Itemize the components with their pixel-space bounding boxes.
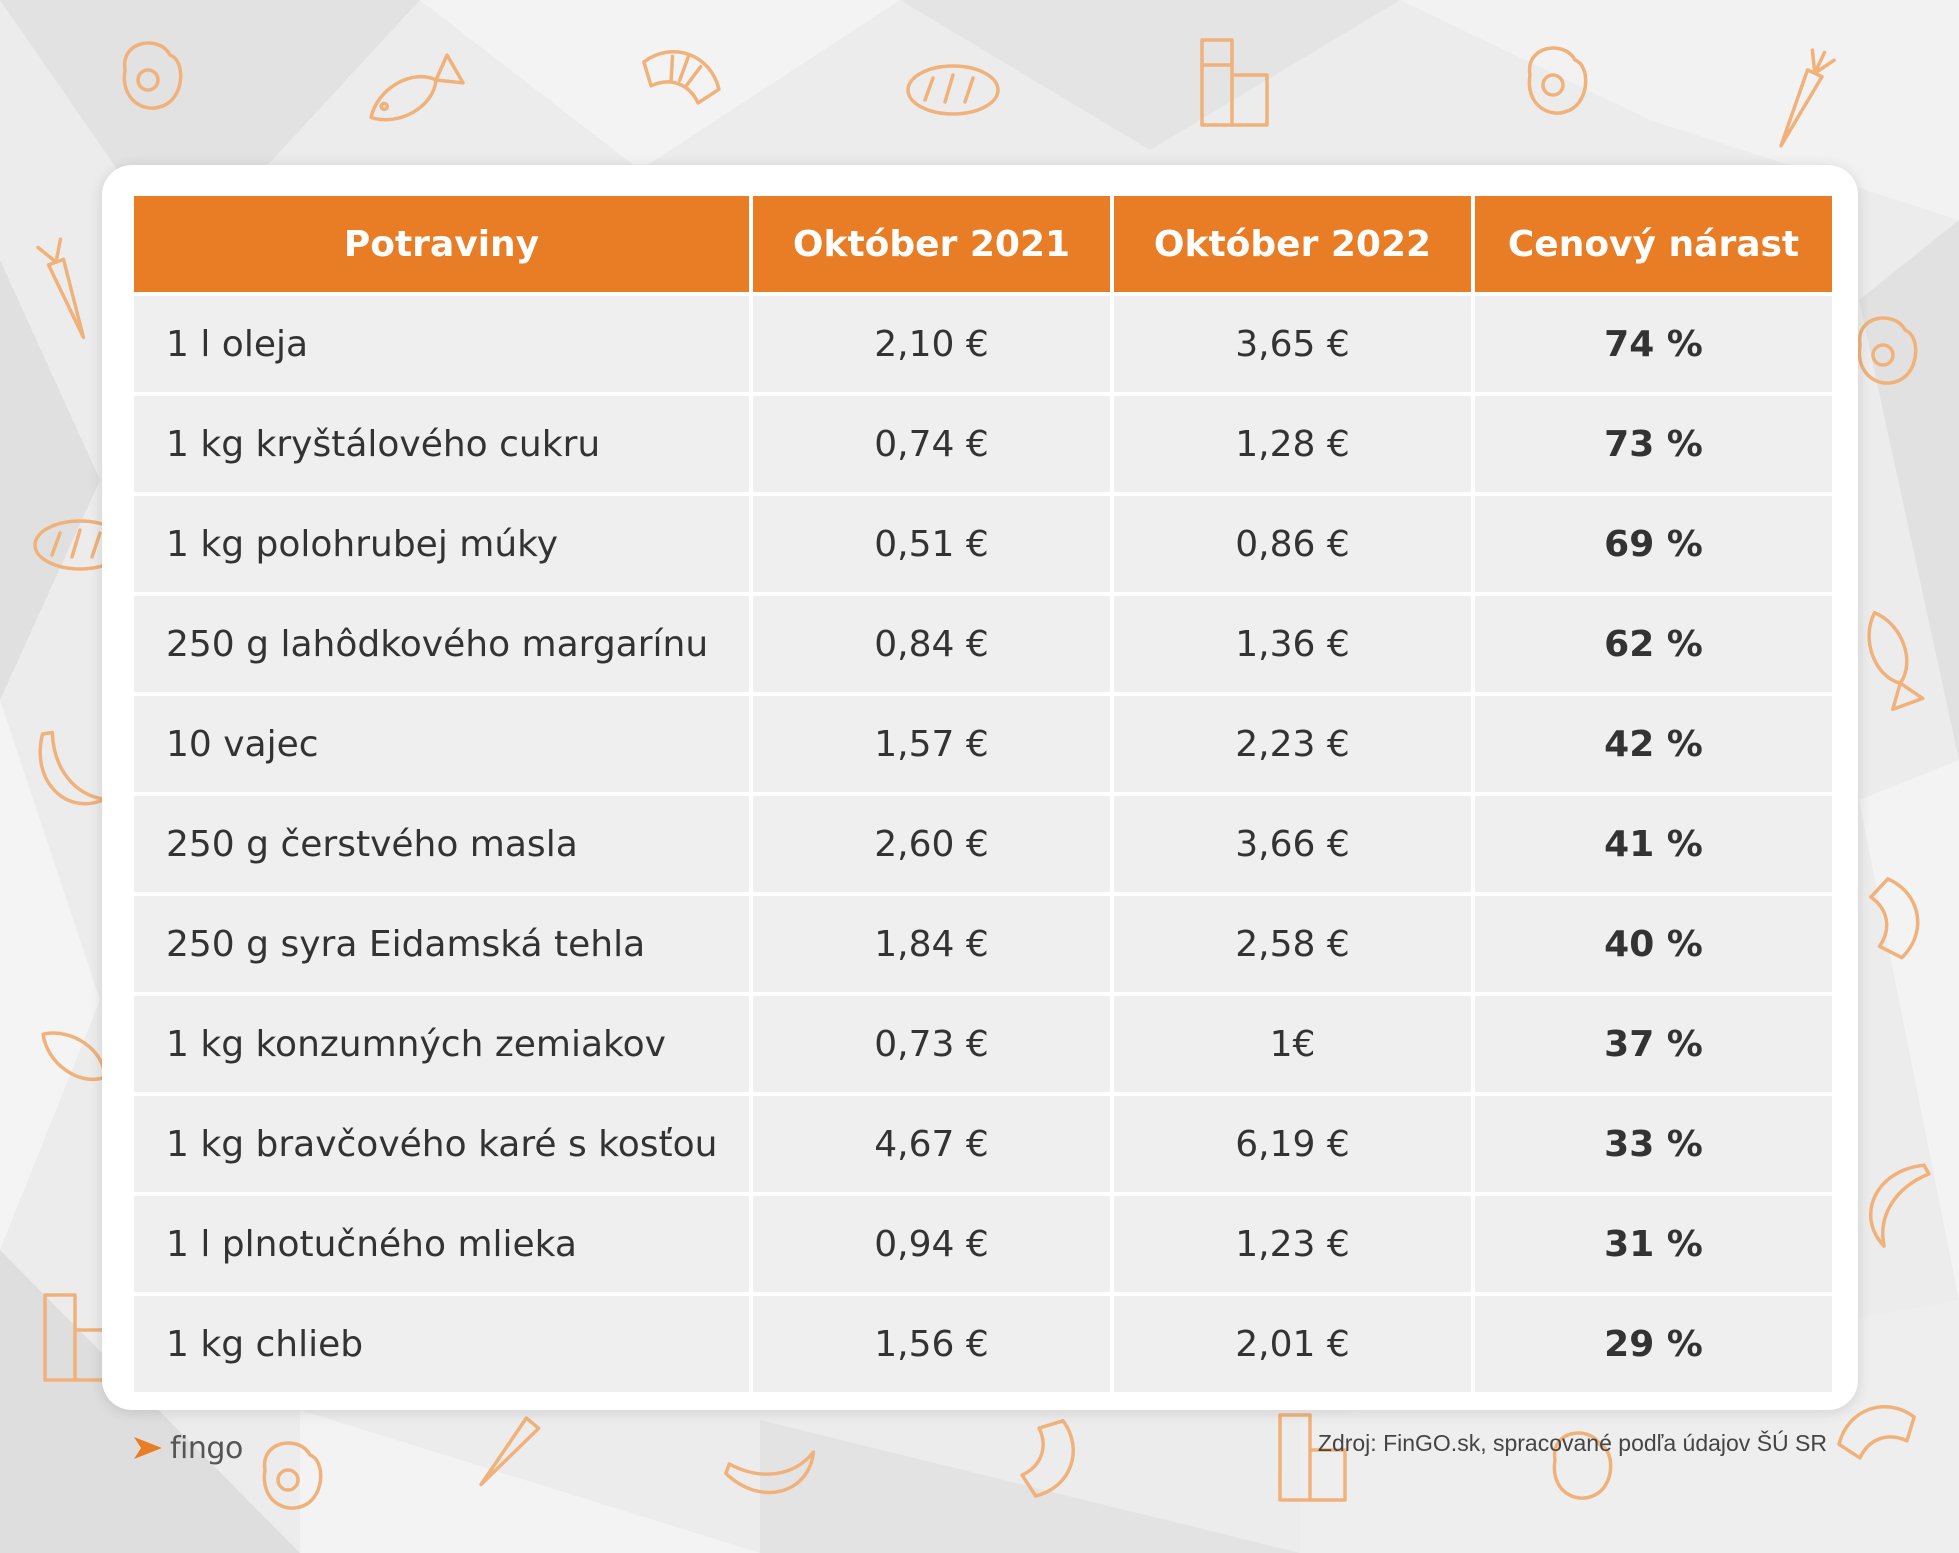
header-oktober-2022: Október 2022 <box>1114 196 1471 292</box>
food-name-cell: 250 g syra Eidamská tehla <box>134 896 749 992</box>
price-increase-cell: 40 % <box>1475 896 1832 992</box>
price-2021-cell: 1,57 € <box>753 696 1110 792</box>
banana-icon <box>1869 1163 1931 1248</box>
price-2021-cell: 0,84 € <box>753 596 1110 692</box>
table-row: 1 kg polohrubej múky 0,51 € 0,86 € 69 % <box>134 496 1832 592</box>
price-2022-cell: 1,23 € <box>1114 1196 1471 1292</box>
egg-icon <box>1857 316 1918 385</box>
table-row: 250 g čerstvého masla 2,60 € 3,66 € 41 % <box>134 796 1832 892</box>
price-2022-cell: 6,19 € <box>1114 1096 1471 1192</box>
fish-icon <box>1867 610 1925 712</box>
food-name-cell: 1 kg bravčového karé s kosťou <box>134 1096 749 1192</box>
price-2021-cell: 0,51 € <box>753 496 1110 592</box>
food-name-cell: 250 g lahôdkového margarínu <box>134 596 749 692</box>
food-name-cell: 1 kg konzumných zemiakov <box>134 996 749 1092</box>
price-2021-cell: 1,84 € <box>753 896 1110 992</box>
table-row: 1 kg bravčového karé s kosťou 4,67 € 6,1… <box>134 1096 1832 1192</box>
price-2021-cell: 2,10 € <box>753 296 1110 392</box>
price-increase-cell: 31 % <box>1475 1196 1832 1292</box>
carrot-icon <box>1779 48 1836 148</box>
price-2022-cell: 2,58 € <box>1114 896 1471 992</box>
price-increase-cell: 29 % <box>1475 1296 1832 1392</box>
price-2021-cell: 2,60 € <box>753 796 1110 892</box>
price-2022-cell: 2,01 € <box>1114 1296 1471 1392</box>
table-row: 1 kg konzumných zemiakov 0,73 € 1€ 37 % <box>134 996 1832 1092</box>
croissant-icon <box>642 50 721 105</box>
header-oktober-2021: Október 2021 <box>753 196 1110 292</box>
carrot-icon <box>36 237 86 340</box>
price-2021-cell: 4,67 € <box>753 1096 1110 1192</box>
fingo-logo-text: fingo <box>170 1430 243 1466</box>
food-name-cell: 1 l oleja <box>134 296 749 392</box>
price-increase-cell: 37 % <box>1475 996 1832 1092</box>
fingo-arrow-icon <box>134 1437 162 1459</box>
price-2021-cell: 0,74 € <box>753 396 1110 492</box>
price-2022-cell: 0,86 € <box>1114 496 1471 592</box>
price-2021-cell: 0,73 € <box>753 996 1110 1092</box>
table-row: 250 g syra Eidamská tehla 1,84 € 2,58 € … <box>134 896 1832 992</box>
price-2022-cell: 1€ <box>1114 996 1471 1092</box>
food-name-cell: 250 g čerstvého masla <box>134 796 749 892</box>
price-2022-cell: 3,65 € <box>1114 296 1471 392</box>
egg-icon <box>1552 1431 1613 1500</box>
croissant-icon <box>1020 1419 1075 1498</box>
header-potraviny: Potraviny <box>134 196 749 292</box>
food-name-cell: 1 kg chlieb <box>134 1296 749 1392</box>
food-name-cell: 1 kg polohrubej múky <box>134 496 749 592</box>
price-increase-cell: 69 % <box>1475 496 1832 592</box>
carrot-icon <box>479 1416 541 1487</box>
table-row: 1 kg chlieb 1,56 € 2,01 € 29 % <box>134 1296 1832 1392</box>
table-header-row: Potraviny Október 2021 Október 2022 Ceno… <box>134 196 1832 292</box>
price-2022-cell: 1,28 € <box>1114 396 1471 492</box>
croissant-icon <box>1869 877 1920 960</box>
price-increase-cell: 73 % <box>1475 396 1832 492</box>
price-table: Potraviny Október 2021 Október 2022 Ceno… <box>130 192 1836 1396</box>
milk-carton-icon <box>1200 38 1269 127</box>
milk-carton-icon <box>1278 1413 1347 1502</box>
price-2022-cell: 2,23 € <box>1114 696 1471 792</box>
table-row: 10 vajec 1,57 € 2,23 € 42 % <box>134 696 1832 792</box>
egg-icon <box>262 1441 323 1510</box>
food-name-cell: 1 l plnotučného mlieka <box>134 1196 749 1292</box>
food-name-cell: 1 kg kryštálového cukru <box>134 396 749 492</box>
fingo-logo: fingo <box>132 1428 243 1468</box>
bread-icon <box>906 64 1000 116</box>
price-increase-cell: 74 % <box>1475 296 1832 392</box>
table-row: 1 l oleja 2,10 € 3,65 € 74 % <box>134 296 1832 392</box>
source-note: Zdroj: FinGO.sk, spracované podľa údajov… <box>1317 1430 1827 1456</box>
price-2022-cell: 1,36 € <box>1114 596 1471 692</box>
price-increase-cell: 33 % <box>1475 1096 1832 1192</box>
food-name-cell: 10 vajec <box>134 696 749 792</box>
price-2022-cell: 3,66 € <box>1114 796 1471 892</box>
fish-icon <box>369 53 465 122</box>
banana-icon <box>724 1450 816 1495</box>
egg-icon <box>1527 46 1588 115</box>
croissant-icon <box>1837 1405 1916 1460</box>
table-row: 1 l plnotučného mlieka 0,94 € 1,23 € 31 … <box>134 1196 1832 1292</box>
header-cenovy-narast: Cenový nárast <box>1475 196 1832 292</box>
table-row: 1 kg kryštálového cukru 0,74 € 1,28 € 73… <box>134 396 1832 492</box>
table-row: 250 g lahôdkového margarínu 0,84 € 1,36 … <box>134 596 1832 692</box>
price-increase-cell: 42 % <box>1475 696 1832 792</box>
egg-icon <box>122 41 183 110</box>
price-increase-cell: 41 % <box>1475 796 1832 892</box>
price-increase-cell: 62 % <box>1475 596 1832 692</box>
price-2021-cell: 0,94 € <box>753 1196 1110 1292</box>
price-2021-cell: 1,56 € <box>753 1296 1110 1392</box>
